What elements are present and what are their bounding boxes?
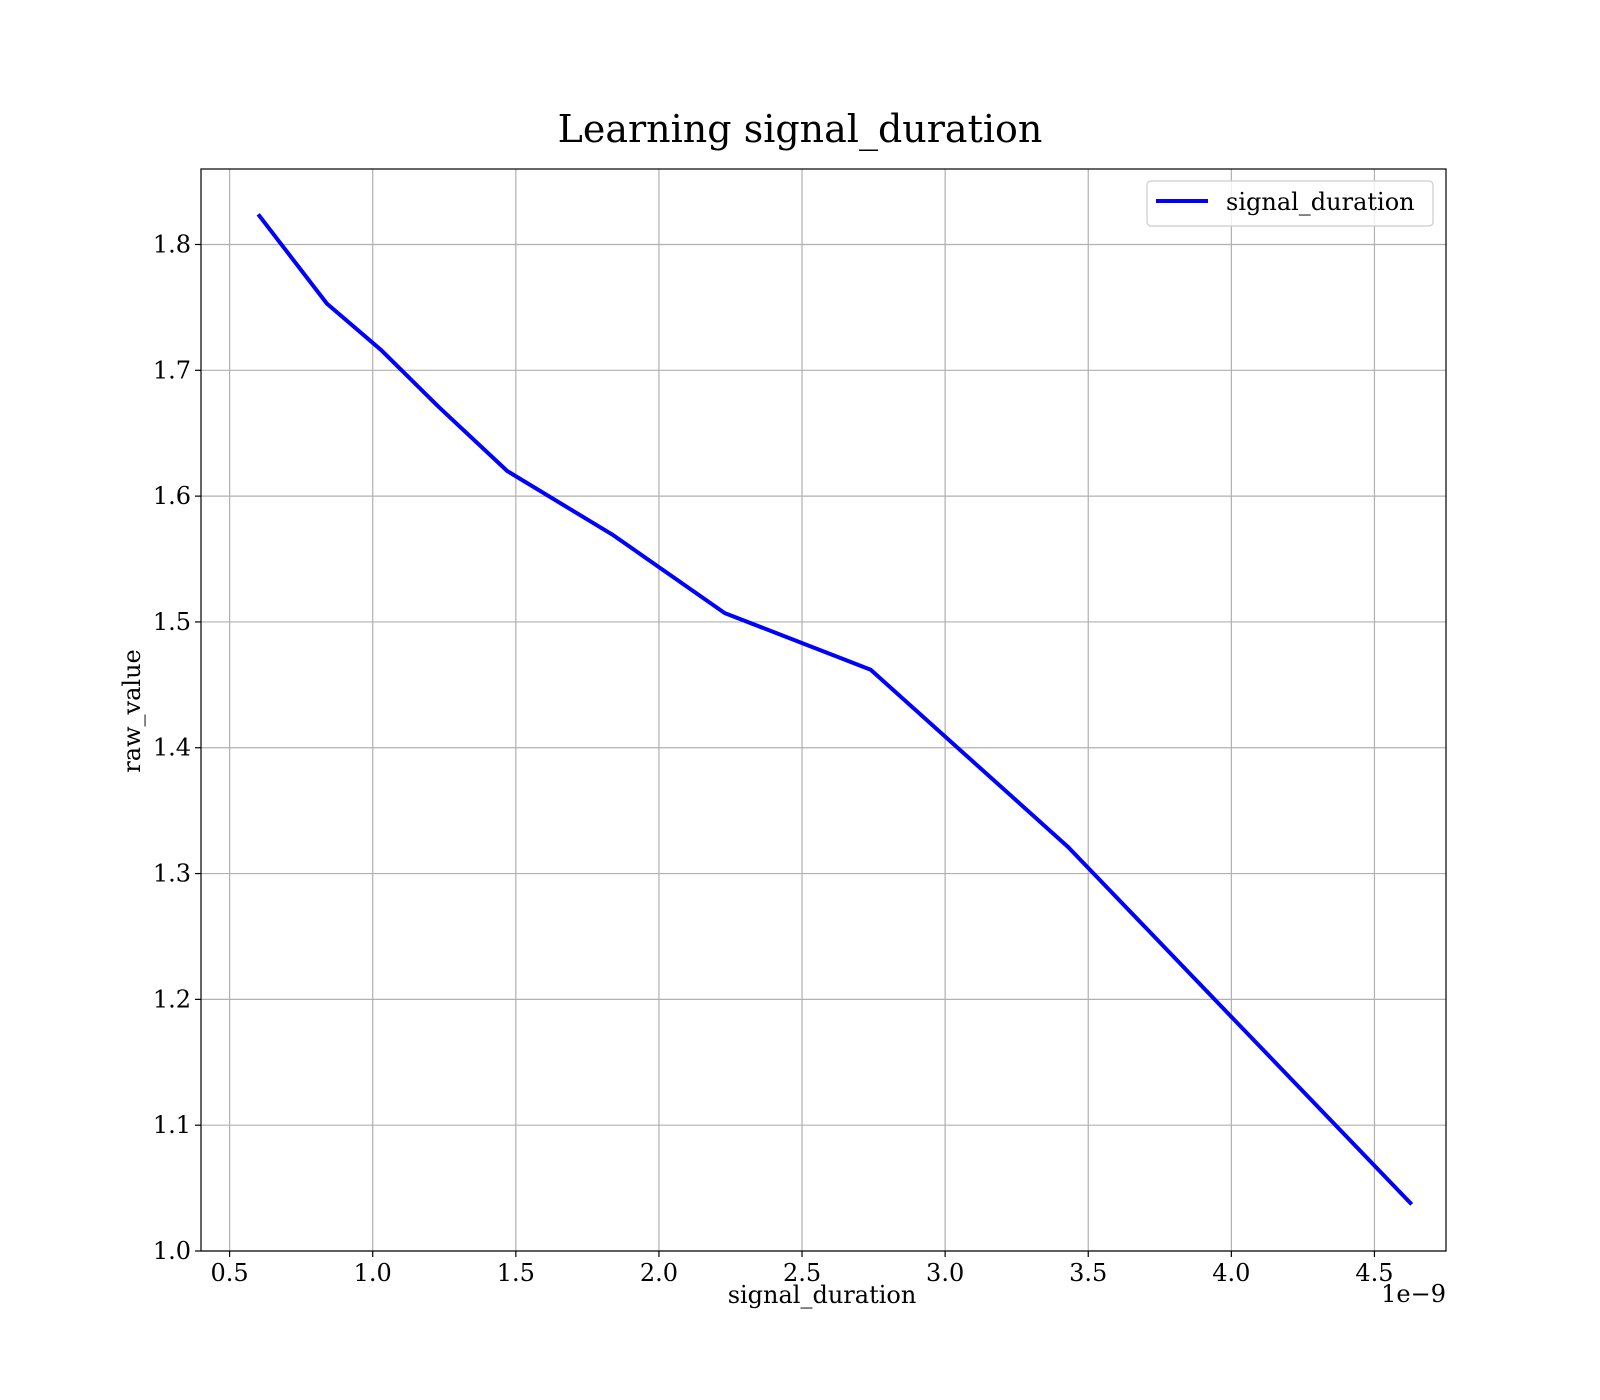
x-tick-label: 4.5: [1355, 1259, 1393, 1287]
x-tick-label: 1.5: [497, 1259, 535, 1287]
legend-box: [1146, 180, 1434, 227]
series-lines: [256, 213, 1414, 1206]
x-tick-label: 3.0: [926, 1259, 964, 1287]
axis-ticks: 0.5 1.0 1.5 2.0 2.5 3.0 3.5 4.0 4.5 1.0 1.1 1.2 1.3 1…: [153, 230, 1394, 1287]
series-line: [256, 213, 1414, 1206]
x-axis-label: signal_duration: [728, 1281, 917, 1309]
chart-title: Learning signal_duration: [558, 107, 1043, 152]
y-axis-label: raw_value: [118, 649, 146, 773]
y-tick-label: 1.6: [153, 482, 191, 510]
x-tick-label: 1.0: [354, 1259, 392, 1287]
x-tick-label: 0.5: [211, 1259, 249, 1287]
y-tick-label: 1.1: [153, 1111, 191, 1139]
x-tick-label: 4.0: [1212, 1259, 1250, 1287]
x-tick-label: 3.5: [1069, 1259, 1107, 1287]
y-tick-label: 1.8: [153, 230, 191, 258]
y-tick-label: 1.7: [153, 356, 191, 384]
x-axis-offset-label: 1e−9: [1381, 1280, 1446, 1308]
legend-label: signal_duration: [1226, 188, 1415, 216]
x-tick-label: 2.5: [783, 1259, 821, 1287]
grid: [201, 169, 1446, 1252]
y-tick-label: 1.5: [153, 608, 191, 636]
y-tick-label: 1.3: [153, 860, 191, 888]
y-tick-label: 1.4: [153, 734, 191, 762]
y-tick-label: 1.0: [153, 1237, 191, 1265]
x-tick-label: 2.0: [640, 1259, 678, 1287]
y-tick-label: 1.2: [153, 985, 191, 1013]
legend: signal_duration: [1146, 180, 1434, 227]
plot-area: [200, 168, 1447, 1252]
